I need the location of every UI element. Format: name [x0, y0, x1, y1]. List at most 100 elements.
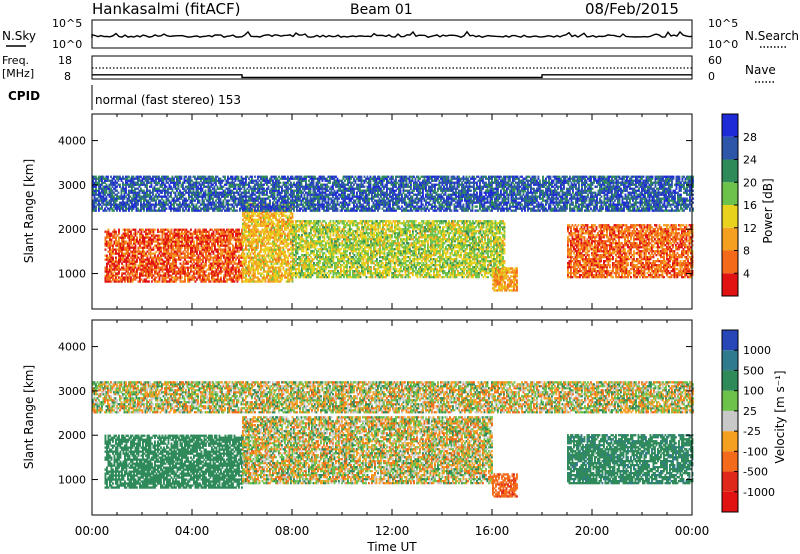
scatter-cell	[193, 270, 195, 272]
scatter-cell	[156, 261, 158, 263]
scatter-cell	[193, 278, 195, 280]
scatter-cell	[231, 263, 233, 265]
scatter-cell	[189, 231, 191, 233]
scatter-cell	[313, 236, 315, 238]
scatter-cell	[142, 235, 144, 237]
scatter-cell	[312, 238, 314, 240]
scatter-cell	[330, 272, 332, 274]
scatter-cell	[408, 264, 410, 266]
scatter-cell	[327, 234, 329, 236]
scatter-cell	[289, 255, 291, 257]
scatter-cell	[211, 229, 213, 231]
scatter-cell	[129, 245, 131, 247]
scatter-cell	[136, 270, 138, 272]
scatter-cell	[217, 274, 219, 276]
scatter-cell	[295, 244, 297, 246]
scatter-cell	[421, 224, 423, 226]
scatter-cell	[210, 237, 212, 239]
scatter-cell	[210, 259, 212, 261]
scatter-cell	[436, 234, 438, 236]
scatter-cell	[280, 217, 282, 219]
scatter-cell	[254, 270, 256, 272]
scatter-cell	[306, 250, 308, 252]
scatter-cell	[136, 274, 138, 276]
scatter-cell	[130, 276, 132, 278]
scatter-cell	[168, 249, 170, 251]
scatter-cell	[340, 272, 342, 274]
scatter-cell	[378, 262, 380, 264]
scatter-cell	[408, 274, 410, 276]
scatter-cell	[232, 245, 234, 247]
scatter-cell	[391, 246, 393, 248]
scatter-cell	[300, 262, 302, 264]
scatter-cell	[136, 255, 138, 257]
scatter-cell	[157, 265, 159, 267]
scatter-cell	[118, 231, 120, 233]
scatter-cell	[324, 270, 326, 272]
scatter-cell	[394, 222, 396, 224]
scatter-cell	[250, 253, 252, 255]
scatter-cell	[132, 245, 134, 247]
scatter-cell	[373, 262, 375, 264]
scatter-cell	[123, 265, 125, 267]
scatter-cell	[118, 272, 120, 274]
scatter-cell	[213, 231, 215, 233]
scatter-cell	[189, 274, 191, 276]
scatter-cell	[343, 268, 345, 270]
scatter-cell	[292, 222, 294, 224]
scatter-cell	[124, 237, 126, 239]
scatter-cell	[142, 249, 144, 251]
scatter-cell	[397, 224, 399, 226]
scatter-cell	[222, 270, 224, 272]
scatter-cell	[388, 224, 390, 226]
scatter-cell	[372, 224, 374, 226]
scatter-cell	[339, 244, 341, 246]
scatter-cell	[268, 257, 270, 259]
scatter-cell	[202, 259, 204, 261]
scatter-cell	[112, 245, 114, 247]
scatter-cell	[394, 264, 396, 266]
scatter-cell	[275, 215, 277, 217]
scatter-cell	[342, 260, 344, 262]
scatter-cell	[138, 249, 140, 251]
scatter-cell	[331, 240, 333, 242]
scatter-cell	[253, 259, 255, 261]
scatter-cell	[309, 224, 311, 226]
scatter-cell	[306, 238, 308, 240]
scatter-cell	[189, 280, 191, 282]
scatter-cell	[272, 225, 274, 227]
scatter-cell	[361, 246, 363, 248]
scatter-cell	[199, 229, 201, 231]
scatter-cell	[195, 280, 197, 282]
scatter-cell	[222, 261, 224, 263]
scatter-cell	[241, 278, 243, 280]
scatter-cell	[424, 232, 426, 234]
scatter-cell	[262, 241, 264, 243]
scatter-cell	[318, 224, 320, 226]
scatter-cell	[118, 263, 120, 265]
scatter-cell	[346, 268, 348, 270]
scatter-cell	[336, 274, 338, 276]
scatter-cell	[294, 266, 296, 268]
scatter-cell	[205, 270, 207, 272]
scatter-cell	[190, 229, 192, 231]
scatter-cell	[393, 244, 395, 246]
scatter-cell	[254, 274, 256, 276]
scatter-cell	[390, 258, 392, 260]
scatter-cell	[378, 230, 380, 232]
scatter-cell	[363, 266, 365, 268]
scatter-cell	[333, 258, 335, 260]
scatter-cell	[408, 260, 410, 262]
scatter-cell	[248, 274, 250, 276]
scatter-cell	[245, 274, 247, 276]
scatter-cell	[257, 221, 259, 223]
scatter-cell	[420, 276, 422, 278]
scatter-cell	[223, 229, 225, 231]
scatter-cell	[165, 255, 167, 257]
scatter-cell	[108, 229, 110, 231]
scatter-cell	[287, 257, 289, 259]
scatter-cell	[361, 222, 363, 224]
scatter-cell	[151, 243, 153, 245]
scatter-cell	[364, 274, 366, 276]
scatter-cell	[257, 229, 259, 231]
